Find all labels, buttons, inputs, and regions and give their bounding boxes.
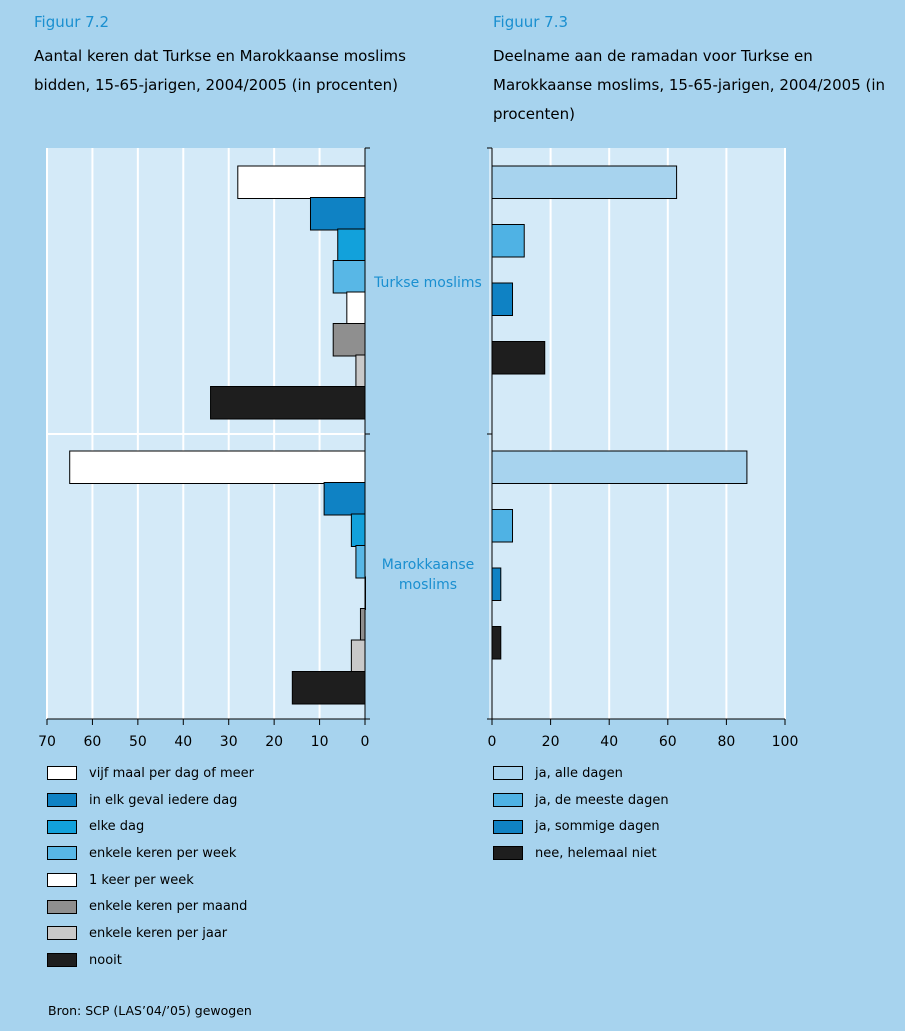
source-note: Bron: SCP (LAS’04/’05) gewogen: [48, 1003, 252, 1018]
legend-label: enkele keren per jaar: [89, 925, 228, 941]
bar: [491, 509, 514, 543]
tick-label: 100: [772, 734, 799, 750]
legend-label: ja, de meeste dagen: [535, 792, 669, 808]
legend-right: ja, alle dagen ja, de meeste dagen ja, som…: [493, 760, 669, 867]
legend-label: in elk geval iedere dag: [89, 792, 238, 808]
figure-right-title: Deelname aan de ramadan voor Turkse en M…: [493, 47, 886, 123]
tick-label: 20: [542, 734, 560, 750]
legend-left: vijf maal per dag of meer in elk geval ie…: [47, 760, 254, 974]
legend-item: nooit: [47, 947, 254, 974]
legend-item: enkele keren per jaar: [47, 920, 254, 947]
tick-label: 10: [311, 734, 329, 750]
group-label-moroccan: Marokkaanse moslims: [381, 557, 475, 593]
bar: [491, 165, 678, 199]
bar: [337, 228, 366, 262]
legend-item: vijf maal per dag of meer: [47, 760, 254, 787]
legend-label: ja, sommige dagen: [535, 819, 660, 835]
bar: [491, 450, 748, 484]
legend-item: ja, de meeste dagen: [493, 787, 669, 814]
bar: [364, 576, 366, 610]
bar: [491, 224, 525, 258]
legend-swatch: [47, 793, 77, 808]
bar: [309, 197, 366, 231]
legend-swatch: [493, 846, 523, 861]
bar: [491, 282, 514, 316]
legend-item: enkele keren per maand: [47, 893, 254, 920]
legend-label: ja, alle dagen: [535, 765, 623, 781]
bar: [237, 165, 366, 199]
bar: [210, 386, 366, 420]
legend-label: nooit: [89, 952, 122, 968]
tick-label: 0: [361, 734, 370, 750]
legend-swatch: [493, 766, 523, 781]
figure-right-label: Figuur 7.3: [493, 13, 569, 31]
tick-label: 80: [717, 734, 735, 750]
legend-item: ja, alle dagen: [493, 760, 669, 787]
tick-label: 40: [600, 734, 618, 750]
figure-left-title: Aantal keren dat Turkse en Marokkaanse m…: [34, 47, 406, 94]
legend-swatch: [493, 793, 523, 808]
tick-label: 50: [129, 734, 147, 750]
bar: [346, 291, 366, 325]
bar: [291, 671, 366, 705]
chart-1: 70 60 50 40 30 20 10 0: [38, 147, 370, 750]
bar: [350, 513, 366, 547]
group-label-turkish: Turkse moslims: [374, 275, 482, 291]
bar: [491, 626, 502, 660]
tick-label: 40: [174, 734, 192, 750]
bar: [491, 567, 502, 601]
tick-label: 60: [84, 734, 102, 750]
bar: [491, 341, 546, 375]
legend-item: enkele keren per week: [47, 840, 254, 867]
legend-swatch: [47, 846, 77, 861]
legend-swatch: [47, 819, 77, 834]
tick-label: 70: [38, 734, 56, 750]
tick-label: 60: [659, 734, 677, 750]
bar: [332, 323, 366, 357]
bar: [323, 482, 366, 516]
legend-label: vijf maal per dag of meer: [89, 765, 254, 781]
legend-label: elke dag: [89, 819, 145, 835]
bar: [355, 354, 366, 388]
legend-item: nee, helemaal niet: [493, 840, 669, 867]
legend-item: 1 keer per week: [47, 867, 254, 894]
legend-swatch: [47, 766, 77, 781]
figure-left-label: Figuur 7.2: [34, 13, 110, 31]
legend-swatch: [47, 899, 77, 914]
legend-item: elke dag: [47, 813, 254, 840]
legend-label: 1 keer per week: [89, 872, 194, 888]
tick-label: 0: [488, 734, 497, 750]
legend-item: in elk geval iedere dag: [47, 787, 254, 814]
legend-swatch: [47, 926, 77, 941]
bar: [350, 639, 366, 673]
plot-area: [489, 148, 785, 719]
legend-label: nee, helemaal niet: [535, 845, 657, 861]
chart-2: 0 20 40 60 80 100: [487, 147, 799, 750]
bar: [359, 608, 366, 642]
bar: [332, 260, 366, 294]
legend-swatch: [47, 953, 77, 968]
legend-swatch: [47, 873, 77, 888]
tick-label: 30: [220, 734, 238, 750]
legend-label: enkele keren per maand: [89, 899, 248, 915]
tick-label: 20: [265, 734, 283, 750]
legend-label: enkele keren per week: [89, 845, 237, 861]
bar: [69, 450, 366, 484]
bar: [355, 545, 366, 579]
legend-item: ja, sommige dagen: [493, 813, 669, 840]
legend-swatch: [493, 819, 523, 834]
